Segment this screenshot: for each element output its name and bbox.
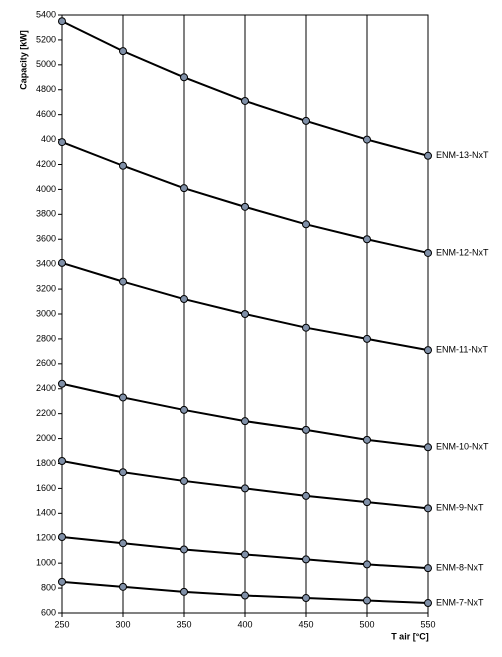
data-point [58,533,66,542]
data-point [424,564,432,573]
data-point [302,555,310,564]
data-point [241,96,249,105]
y-tick-label: 4800 [36,84,56,94]
data-point [58,17,66,26]
data-point [180,587,188,596]
data-point [241,417,249,426]
data-point [424,346,432,355]
y-tick-label: 1600 [36,483,56,493]
series-label: ENM-10-NxT [436,442,489,452]
y-tick-label: 400 [41,134,56,144]
y-tick-label: 3000 [36,308,56,318]
y-tick-label: 2400 [36,383,56,393]
data-point [424,599,432,608]
y-tick-label: 3200 [36,283,56,293]
data-point [180,545,188,554]
data-point [241,202,249,211]
data-point [180,73,188,82]
data-point [302,491,310,500]
data-point [302,220,310,229]
data-point [302,116,310,125]
data-point [241,591,249,600]
data-point [424,248,432,257]
data-point [119,539,127,548]
x-axis-title: T air [°C] [391,631,429,641]
y-tick-label: 5400 [36,9,56,19]
series-label: ENM-8-NxT [436,563,484,573]
data-point [302,425,310,434]
data-point [424,151,432,160]
y-tick-label: 4000 [36,184,56,194]
data-point [363,135,371,144]
y-axis-title: Capacity [kW] [18,30,28,90]
x-tick-label: 250 [54,619,69,629]
y-tick-label: 3600 [36,234,56,244]
series-label: ENM-11-NxT [436,345,488,355]
y-tick-label: 2600 [36,358,56,368]
y-tick-label: 800 [41,582,56,592]
data-point [119,582,127,591]
x-tick-label: 550 [420,619,435,629]
data-point [58,457,66,466]
series-label: ENM-13-NxT [436,150,489,160]
y-tick-label: 2800 [36,333,56,343]
data-point [363,235,371,244]
data-point [180,476,188,485]
data-point [363,596,371,605]
data-point [119,277,127,286]
data-point [119,393,127,402]
data-point [363,334,371,343]
data-point [119,47,127,56]
y-tick-label: 4200 [36,159,56,169]
y-tick-label: 1400 [36,508,56,518]
data-point [119,161,127,170]
data-point [58,138,66,147]
data-point [302,594,310,603]
y-tick-label: 4600 [36,109,56,119]
y-tick-label: 600 [41,607,56,617]
data-point [119,468,127,477]
y-tick-label: 5000 [36,59,56,69]
data-point [363,435,371,444]
data-point [363,560,371,569]
x-tick-label: 350 [176,619,191,629]
data-point [241,484,249,493]
data-point [241,310,249,318]
data-point [180,295,188,304]
x-tick-label: 300 [115,619,130,629]
data-point [58,379,66,388]
y-tick-label: 1200 [36,533,56,543]
y-tick-label: 2000 [36,433,56,443]
y-tick-label: 2200 [36,408,56,418]
plot-frame [61,14,429,614]
data-point [180,184,188,193]
data-point [180,405,188,414]
series-label: ENM-12-NxT [436,247,489,257]
x-tick-label: 500 [359,619,374,629]
x-tick-label: 400 [237,619,252,629]
y-tick-label: 3800 [36,209,56,219]
data-point [58,258,66,267]
y-tick-label: 5200 [36,34,56,44]
data-point [424,443,432,452]
y-tick-label: 1800 [36,458,56,468]
series-label: ENM-7-NxT [436,597,484,607]
data-point [363,498,371,507]
data-point [58,577,66,586]
data-point [241,550,249,559]
y-tick-label: 1000 [36,558,56,568]
data-point [424,504,432,513]
y-tick-label: 3400 [36,259,56,269]
x-tick-label: 450 [298,619,313,629]
series-label: ENM-9-NxT [436,503,484,513]
data-point [302,323,310,332]
